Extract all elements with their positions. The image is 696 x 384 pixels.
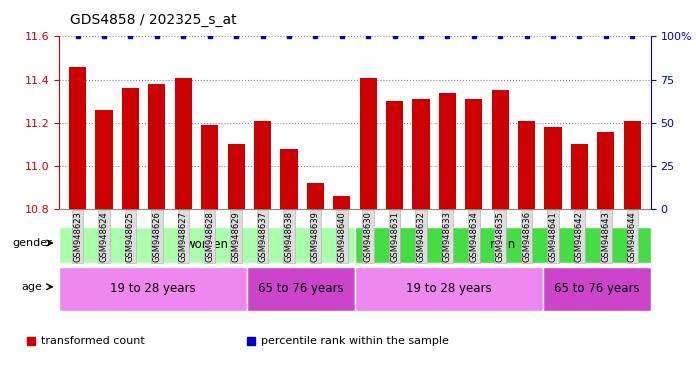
- Bar: [95, 110, 113, 209]
- Text: GSM948642: GSM948642: [575, 211, 584, 262]
- Text: GSM948625: GSM948625: [126, 211, 135, 262]
- Bar: [307, 184, 324, 209]
- Text: transformed count: transformed count: [40, 336, 144, 346]
- Text: GSM948641: GSM948641: [548, 211, 557, 262]
- Text: GSM948629: GSM948629: [232, 211, 241, 262]
- Bar: [571, 144, 588, 209]
- Bar: [228, 144, 245, 209]
- Text: 65 to 76 years: 65 to 76 years: [258, 283, 344, 295]
- Bar: [69, 67, 86, 209]
- Text: GSM948623: GSM948623: [73, 211, 82, 262]
- Text: men: men: [490, 238, 516, 251]
- Bar: [624, 121, 641, 209]
- Bar: [280, 149, 297, 209]
- Text: GSM948643: GSM948643: [601, 211, 610, 262]
- Text: GSM948638: GSM948638: [285, 211, 294, 262]
- Text: women: women: [186, 238, 228, 251]
- Bar: [175, 78, 192, 209]
- Bar: [518, 121, 535, 209]
- Text: GSM948639: GSM948639: [311, 211, 320, 262]
- Text: GSM948631: GSM948631: [390, 211, 399, 262]
- Bar: [543, 267, 651, 311]
- Text: GSM948634: GSM948634: [469, 211, 478, 262]
- Text: GSM948635: GSM948635: [496, 211, 505, 262]
- Text: GDS4858 / 202325_s_at: GDS4858 / 202325_s_at: [70, 13, 236, 27]
- Bar: [122, 88, 139, 209]
- Text: 19 to 28 years: 19 to 28 years: [406, 283, 492, 295]
- Text: GSM948626: GSM948626: [152, 211, 161, 262]
- Bar: [438, 93, 456, 209]
- Text: GSM948640: GSM948640: [338, 211, 346, 262]
- Bar: [355, 227, 651, 263]
- Bar: [544, 127, 562, 209]
- Text: age: age: [22, 282, 42, 292]
- Text: 65 to 76 years: 65 to 76 years: [554, 283, 640, 295]
- Bar: [597, 132, 615, 209]
- Text: GSM948630: GSM948630: [364, 211, 372, 262]
- Text: GSM948628: GSM948628: [205, 211, 214, 262]
- Text: GSM948636: GSM948636: [522, 211, 531, 262]
- Bar: [247, 267, 355, 311]
- Bar: [360, 78, 377, 209]
- Text: GSM948632: GSM948632: [416, 211, 425, 262]
- Text: GSM948637: GSM948637: [258, 211, 267, 262]
- Bar: [59, 227, 355, 263]
- Text: 19 to 28 years: 19 to 28 years: [111, 283, 196, 295]
- Bar: [355, 267, 543, 311]
- Bar: [201, 125, 219, 209]
- Text: GSM948627: GSM948627: [179, 211, 188, 262]
- Text: GSM948644: GSM948644: [628, 211, 637, 262]
- Bar: [491, 91, 509, 209]
- Bar: [333, 196, 350, 209]
- Bar: [386, 101, 403, 209]
- Bar: [148, 84, 166, 209]
- Text: gender: gender: [12, 238, 52, 248]
- Text: GSM948624: GSM948624: [100, 211, 109, 262]
- Bar: [254, 121, 271, 209]
- Text: percentile rank within the sample: percentile rank within the sample: [261, 336, 449, 346]
- Bar: [465, 99, 482, 209]
- Text: GSM948633: GSM948633: [443, 211, 452, 262]
- Bar: [413, 99, 429, 209]
- Bar: [59, 267, 247, 311]
